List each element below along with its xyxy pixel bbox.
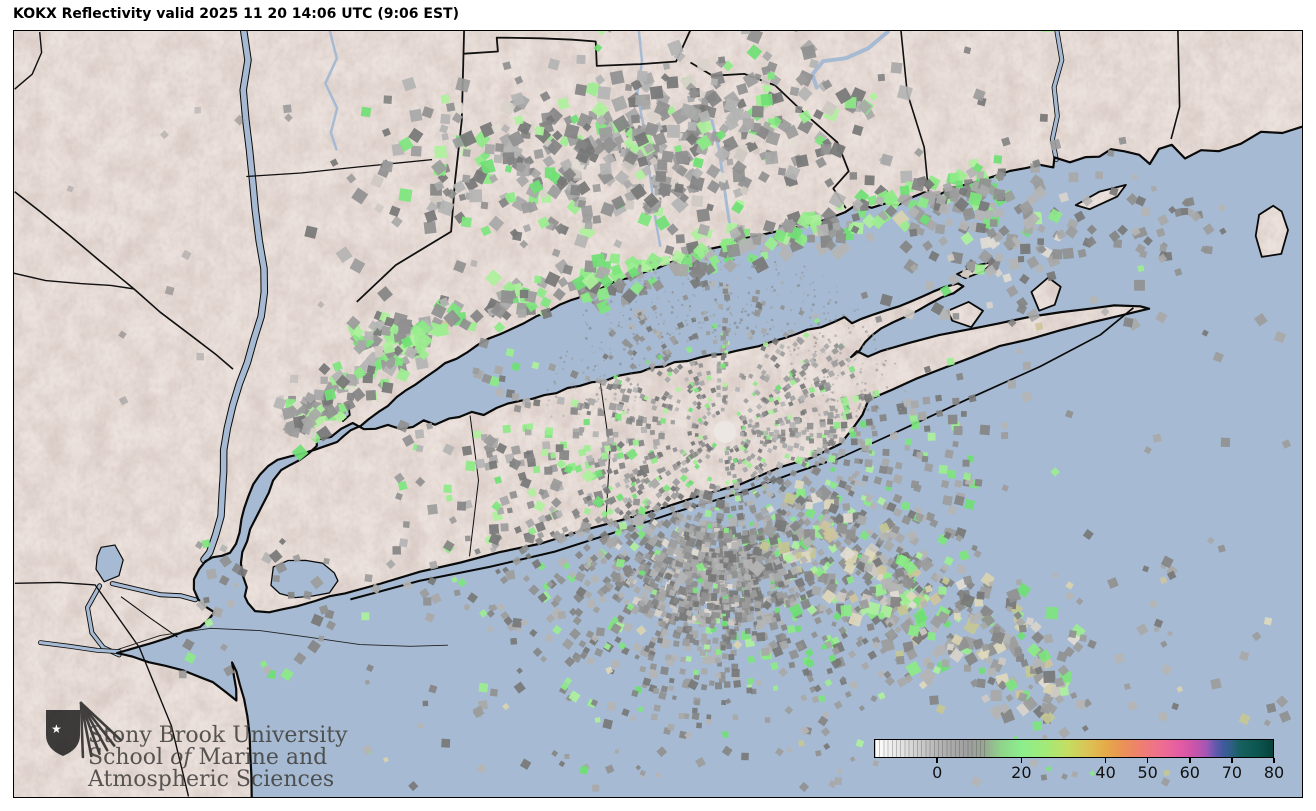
stony-brook-logo-shield: ★ xyxy=(46,701,122,759)
water-layer xyxy=(95,126,1302,797)
logo-text-line2: School of Marine and xyxy=(88,745,328,770)
radar-site-marker xyxy=(714,421,736,443)
radar-map: ★ xyxy=(14,31,1302,797)
colorbar-tick-label: 20 xyxy=(1011,763,1032,782)
colorbar-tick xyxy=(1231,758,1233,763)
logo-text-line3: Atmospheric Sciences xyxy=(88,767,335,792)
colorbar-tick xyxy=(1273,758,1275,763)
radar-echo-layer xyxy=(66,31,1292,793)
colorbar-tick-label: 80 xyxy=(1263,763,1285,782)
colorbar-tick-label: 50 xyxy=(1137,763,1158,782)
colorbar-tick-label: 40 xyxy=(1095,763,1116,782)
colorbar-tick xyxy=(1104,758,1107,763)
map-frame: ★ xyxy=(13,30,1303,798)
colorbar-tick-label: 70 xyxy=(1221,763,1243,782)
colorbar-tick xyxy=(1146,758,1149,763)
colorbar-step-stripes xyxy=(875,740,987,757)
page-title: KOKX Reflectivity valid 2025 11 20 14:06… xyxy=(13,6,460,22)
colorbar-tick xyxy=(936,758,938,763)
logo-text-line1: Stony Brook University xyxy=(88,723,348,748)
shield-star-icon: ★ xyxy=(51,722,62,736)
colorbar-tick-label: 60 xyxy=(1179,763,1200,782)
colorbar-tick xyxy=(1189,758,1191,763)
reflectivity-colorbar xyxy=(874,739,1274,758)
colorbar-tick xyxy=(1020,758,1023,763)
colorbar-tick-label: 0 xyxy=(932,763,943,782)
